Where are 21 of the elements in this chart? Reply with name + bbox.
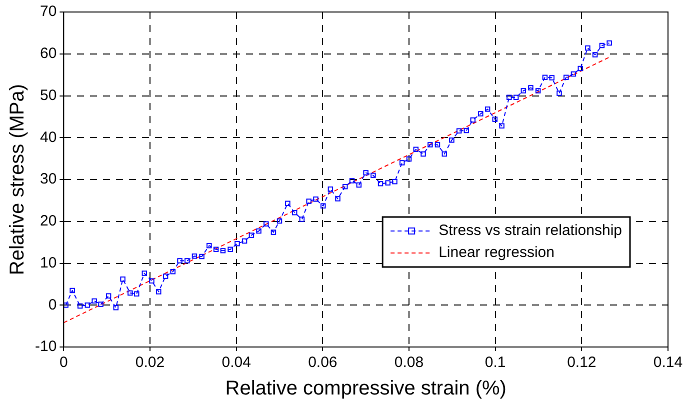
x-tick-label: 0.04	[222, 354, 251, 372]
y-axis-title: Relative stress (MPa)	[6, 84, 29, 276]
x-tick-label: 0.14	[653, 354, 683, 372]
y-tick-label: 50	[40, 86, 57, 104]
y-tick-label: -10	[34, 338, 57, 356]
x-tick-label: 0.02	[135, 354, 165, 372]
x-tick-label: 0	[60, 354, 68, 372]
y-tick-label: 70	[40, 3, 57, 20]
y-tick-label: 10	[40, 254, 57, 272]
x-tick-label: 0.12	[567, 354, 596, 372]
x-tick-label: 0.1	[484, 354, 506, 372]
y-tick-label: 20	[40, 212, 57, 230]
legend-label: Linear regression	[438, 244, 554, 262]
x-axis-title: Relative compressive strain (%)	[225, 378, 506, 400]
y-tick-label: 40	[40, 128, 57, 146]
y-tick-label: 0	[48, 296, 57, 314]
y-tick-label: 60	[40, 45, 57, 62]
legend-label: Stress vs strain relationship	[438, 222, 622, 240]
y-tick-label: 30	[40, 170, 57, 188]
x-tick-label: 0.08	[394, 354, 424, 372]
x-tick-label: 0.06	[308, 354, 338, 372]
